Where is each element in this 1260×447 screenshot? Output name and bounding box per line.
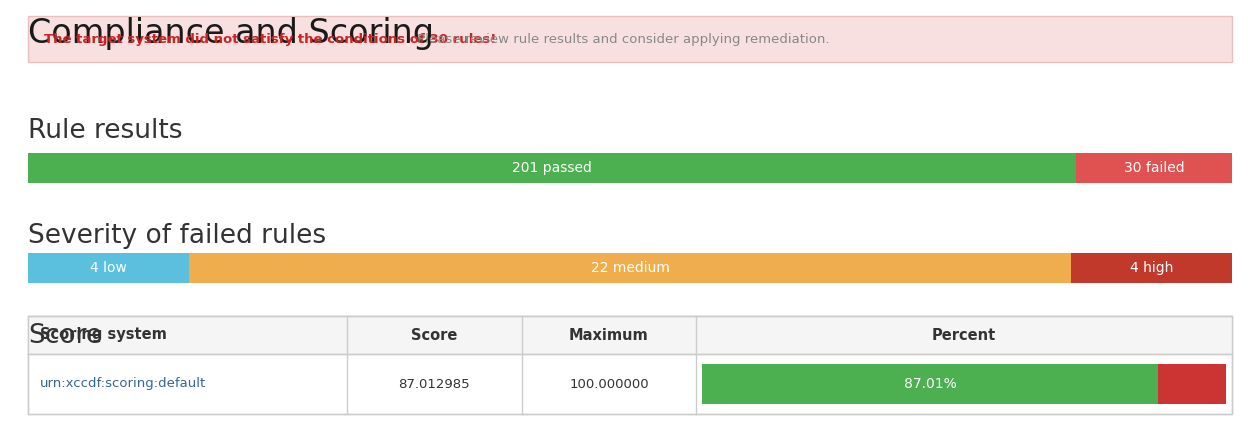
FancyBboxPatch shape — [28, 153, 1076, 183]
FancyBboxPatch shape — [28, 16, 1232, 62]
Text: 87.01%: 87.01% — [903, 377, 956, 391]
Text: 4 high: 4 high — [1130, 261, 1173, 275]
FancyBboxPatch shape — [1158, 364, 1226, 404]
FancyBboxPatch shape — [28, 316, 1232, 354]
Text: 87.012985: 87.012985 — [398, 378, 470, 391]
Text: Compliance and Scoring: Compliance and Scoring — [28, 17, 433, 50]
Text: 30 failed: 30 failed — [1124, 161, 1184, 175]
Text: 4 low: 4 low — [89, 261, 127, 275]
Text: 100.000000: 100.000000 — [570, 378, 649, 391]
FancyBboxPatch shape — [28, 316, 1232, 414]
FancyBboxPatch shape — [189, 253, 1071, 283]
Text: Severity of failed rules: Severity of failed rules — [28, 223, 326, 249]
Text: Scoring system: Scoring system — [40, 328, 166, 342]
Text: Score: Score — [28, 323, 102, 349]
Text: Percent: Percent — [932, 328, 997, 342]
FancyBboxPatch shape — [1071, 253, 1232, 283]
Text: Please review rule results and consider applying remediation.: Please review rule results and consider … — [413, 33, 829, 46]
Text: Rule results: Rule results — [28, 118, 183, 144]
Text: Maximum: Maximum — [570, 328, 649, 342]
Text: Score: Score — [411, 328, 457, 342]
FancyBboxPatch shape — [28, 354, 1232, 414]
FancyBboxPatch shape — [1076, 153, 1232, 183]
Text: urn:xccdf:scoring:default: urn:xccdf:scoring:default — [40, 378, 207, 391]
Text: 201 passed: 201 passed — [512, 161, 592, 175]
Text: The target system did not satisfy the conditions of 30 rules!: The target system did not satisfy the co… — [44, 33, 496, 46]
FancyBboxPatch shape — [702, 364, 1158, 404]
FancyBboxPatch shape — [28, 253, 189, 283]
Text: 22 medium: 22 medium — [591, 261, 669, 275]
